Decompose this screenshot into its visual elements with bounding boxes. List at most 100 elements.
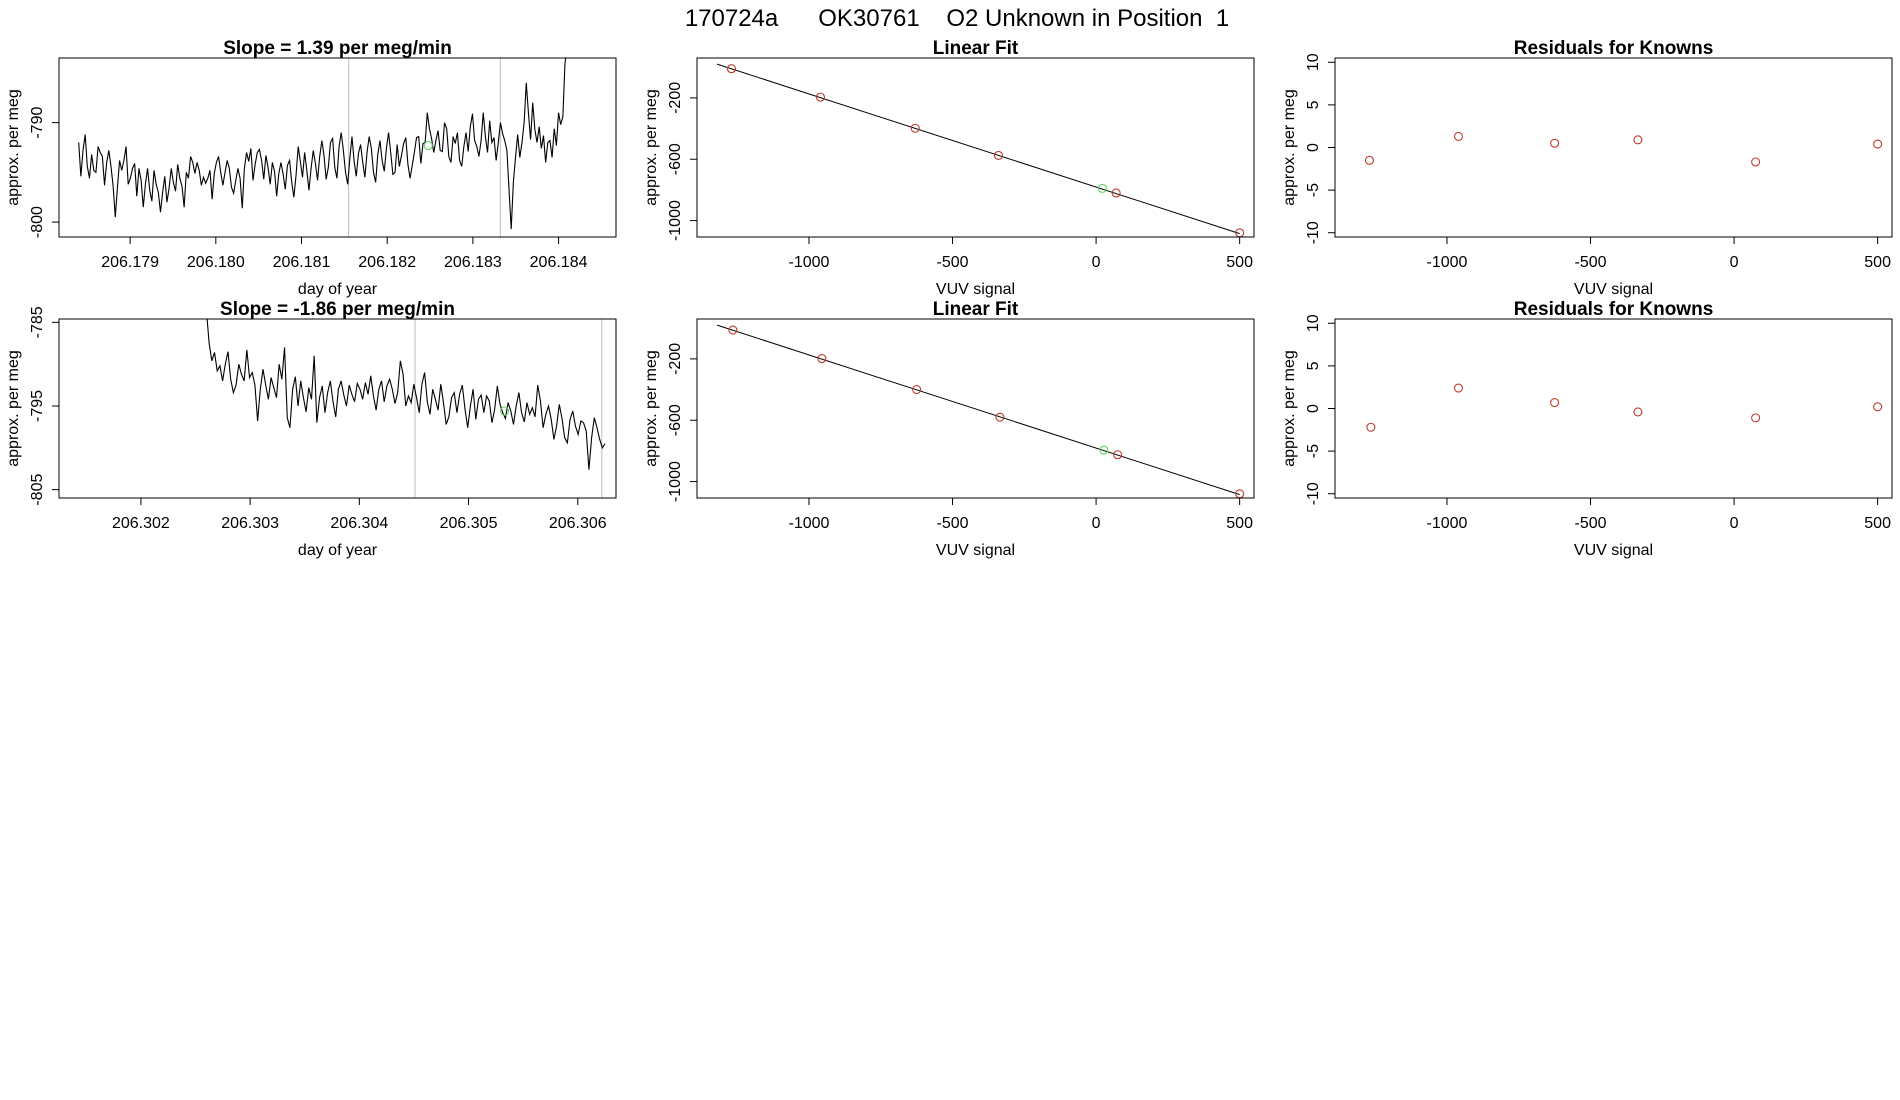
- y-tick-label: -5: [1305, 183, 1322, 197]
- x-tick-label: 206.181: [273, 254, 331, 271]
- x-tick-label: 500: [1226, 254, 1253, 271]
- x-tick-label: -500: [937, 515, 969, 532]
- x-axis-label: VUV signal: [936, 542, 1015, 559]
- y-tick-label: -795: [29, 390, 46, 422]
- y-tick-label: 0: [1305, 143, 1322, 152]
- x-tick-label: 206.183: [444, 254, 502, 271]
- y-tick-label: -805: [29, 474, 46, 506]
- known-point: [1366, 422, 1376, 432]
- x-tick-label: -1000: [789, 254, 830, 271]
- known-point: [815, 92, 826, 102]
- y-tick-label: -1000: [667, 461, 684, 502]
- known-point: [1453, 383, 1464, 393]
- main-title: 170724a OK30761 O2 Unknown in Position 1: [685, 5, 1229, 32]
- known-point: [1873, 139, 1883, 149]
- x-tick-label: -500: [1575, 254, 1607, 271]
- known-point: [1364, 155, 1375, 165]
- known-point: [910, 123, 920, 133]
- panel-title: Slope = -1.86 per meg/min: [220, 299, 455, 320]
- known-point: [1633, 135, 1643, 145]
- x-tick-label: 206.180: [187, 254, 245, 271]
- chart-panel-p1: Slope = 1.39 per meg/min day of year appro…: [5, 38, 617, 298]
- unknown-point: [423, 140, 433, 151]
- x-tick-label: 0: [1092, 515, 1101, 532]
- x-axis-label: VUV signal: [1574, 542, 1653, 559]
- panel-title: Residuals for Knowns: [1514, 299, 1714, 320]
- x-tick-label: 500: [1864, 515, 1891, 532]
- known-point: [993, 150, 1004, 160]
- y-axis-label: approx. per meg: [643, 350, 660, 467]
- x-tick-label: 206.302: [112, 515, 170, 532]
- plot-frame: [696, 318, 1255, 499]
- x-tick-label: 206.179: [101, 254, 159, 271]
- known-point: [1751, 157, 1761, 167]
- x-tick-label: 206.305: [440, 515, 498, 532]
- x-tick-label: 206.304: [330, 515, 388, 532]
- x-tick-label: 0: [1730, 515, 1739, 532]
- y-tick-label: -10: [1305, 482, 1322, 505]
- y-axis-label: approx. per meg: [1281, 89, 1298, 206]
- known-point: [1550, 397, 1560, 408]
- plot-area-p1: [78, 58, 567, 237]
- x-tick-label: -500: [937, 254, 969, 271]
- known-point: [1633, 407, 1643, 417]
- series-line: [78, 58, 567, 230]
- y-axis-label: approx. per meg: [643, 89, 660, 206]
- chart-panel-p6: Residuals for Knowns VUV signal approx. pe…: [1281, 299, 1893, 559]
- plot-area-p5: [716, 324, 1245, 498]
- y-axis-label: approx. per meg: [1281, 350, 1298, 467]
- chart-panel-p5: Linear Fit VUV signal approx. per meg -1000…: [643, 299, 1255, 559]
- y-tick-label: 0: [1305, 404, 1322, 413]
- series-line: [206, 319, 606, 470]
- known-point: [1113, 450, 1123, 460]
- known-point: [726, 64, 737, 74]
- panel-title: Slope = 1.39 per meg/min: [223, 38, 452, 59]
- y-tick-label: -5: [1305, 444, 1322, 458]
- known-point: [1751, 413, 1761, 423]
- chart-panel-p2: Linear Fit VUV signal approx. per meg -1000…: [643, 38, 1255, 298]
- panel-title: Linear Fit: [933, 38, 1019, 59]
- known-point: [1550, 138, 1560, 148]
- plot-area-p3: [1364, 131, 1883, 167]
- x-tick-label: -1000: [1427, 254, 1468, 271]
- known-point: [817, 354, 827, 364]
- y-tick-label: 5: [1305, 100, 1322, 109]
- unknown-point: [1099, 445, 1109, 455]
- y-tick-label: -1000: [667, 200, 684, 241]
- known-point: [728, 325, 738, 335]
- plot-area-p2: [716, 63, 1245, 237]
- known-point: [995, 412, 1005, 422]
- x-tick-label: 500: [1864, 254, 1891, 271]
- x-tick-label: -1000: [789, 515, 830, 532]
- x-tick-label: 206.303: [221, 515, 279, 532]
- x-tick-label: 206.184: [530, 254, 588, 271]
- known-point: [1453, 131, 1464, 141]
- chart-panel-p4: Slope = -1.86 per meg/min day of year appr…: [5, 299, 617, 559]
- x-axis-label: VUV signal: [936, 281, 1015, 298]
- y-tick-label: 10: [1305, 314, 1322, 332]
- known-point: [1111, 188, 1121, 198]
- plot-area-p6: [1366, 383, 1883, 432]
- y-tick-label: -785: [29, 306, 46, 338]
- plot-frame: [58, 318, 617, 499]
- y-tick-label: 5: [1305, 361, 1322, 370]
- fit-line: [716, 324, 1240, 496]
- y-axis-label: approx. per meg: [5, 350, 22, 467]
- fit-line: [716, 63, 1240, 235]
- x-tick-label: -1000: [1427, 515, 1468, 532]
- y-axis-label: approx. per meg: [5, 89, 22, 206]
- panel-title: Linear Fit: [933, 299, 1019, 320]
- chart-panel-p3: Residuals for Knowns VUV signal approx. pe…: [1281, 38, 1893, 298]
- x-axis-label: VUV signal: [1574, 281, 1653, 298]
- plot-frame: [58, 57, 617, 238]
- x-axis-label: day of year: [298, 542, 378, 559]
- x-tick-label: 0: [1730, 254, 1739, 271]
- known-point: [1873, 402, 1883, 412]
- y-tick-label: -10: [1305, 221, 1322, 244]
- x-tick-label: -500: [1575, 515, 1607, 532]
- x-tick-label: 500: [1226, 515, 1253, 532]
- y-tick-label: -600: [667, 143, 684, 175]
- unknown-point: [1097, 183, 1107, 193]
- unknown-point: [500, 406, 510, 416]
